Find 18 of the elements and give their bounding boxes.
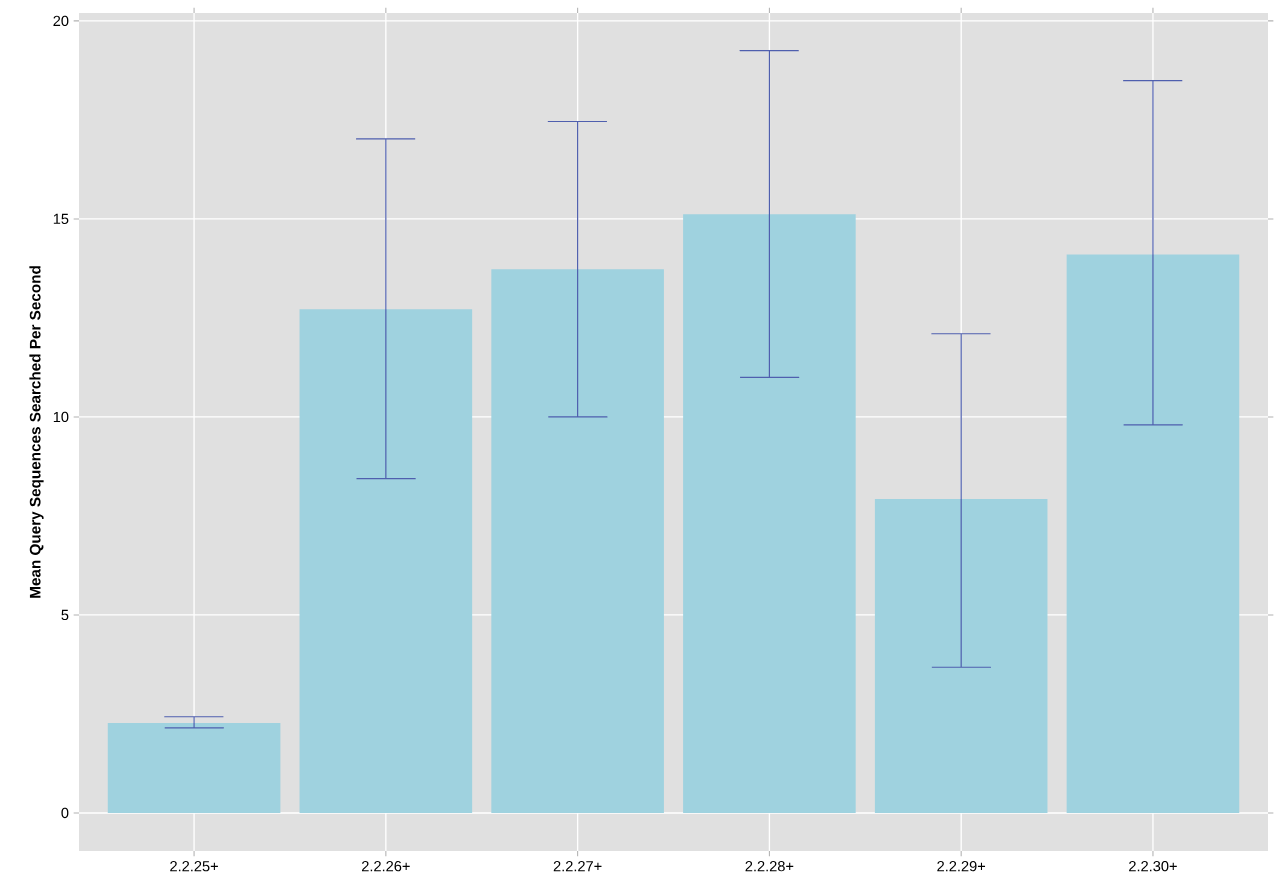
bar	[491, 269, 664, 813]
bar	[683, 214, 856, 813]
x-tick-label: 2.2.30+	[1129, 861, 1177, 872]
y-tick-label: 15	[53, 213, 69, 225]
y-tick-label: 0	[61, 807, 69, 819]
y-axis-title: Mean Query Sequences Searched Per Second	[29, 266, 44, 598]
x-tick-label: 2.2.28+	[745, 861, 794, 872]
y-tick-label: 10	[53, 411, 69, 423]
x-tick-label: 2.2.25+	[170, 861, 218, 872]
bar	[107, 723, 281, 813]
bar	[1066, 254, 1240, 813]
x-tick-label: 2.2.26+	[362, 861, 410, 872]
y-tick-label: 20	[53, 15, 69, 27]
x-tick-label: 2.2.27+	[553, 861, 602, 872]
y-tick-label: 5	[61, 609, 69, 621]
x-tick-label: 2.2.29+	[937, 861, 986, 872]
bar	[874, 498, 1048, 813]
bar	[299, 309, 473, 813]
